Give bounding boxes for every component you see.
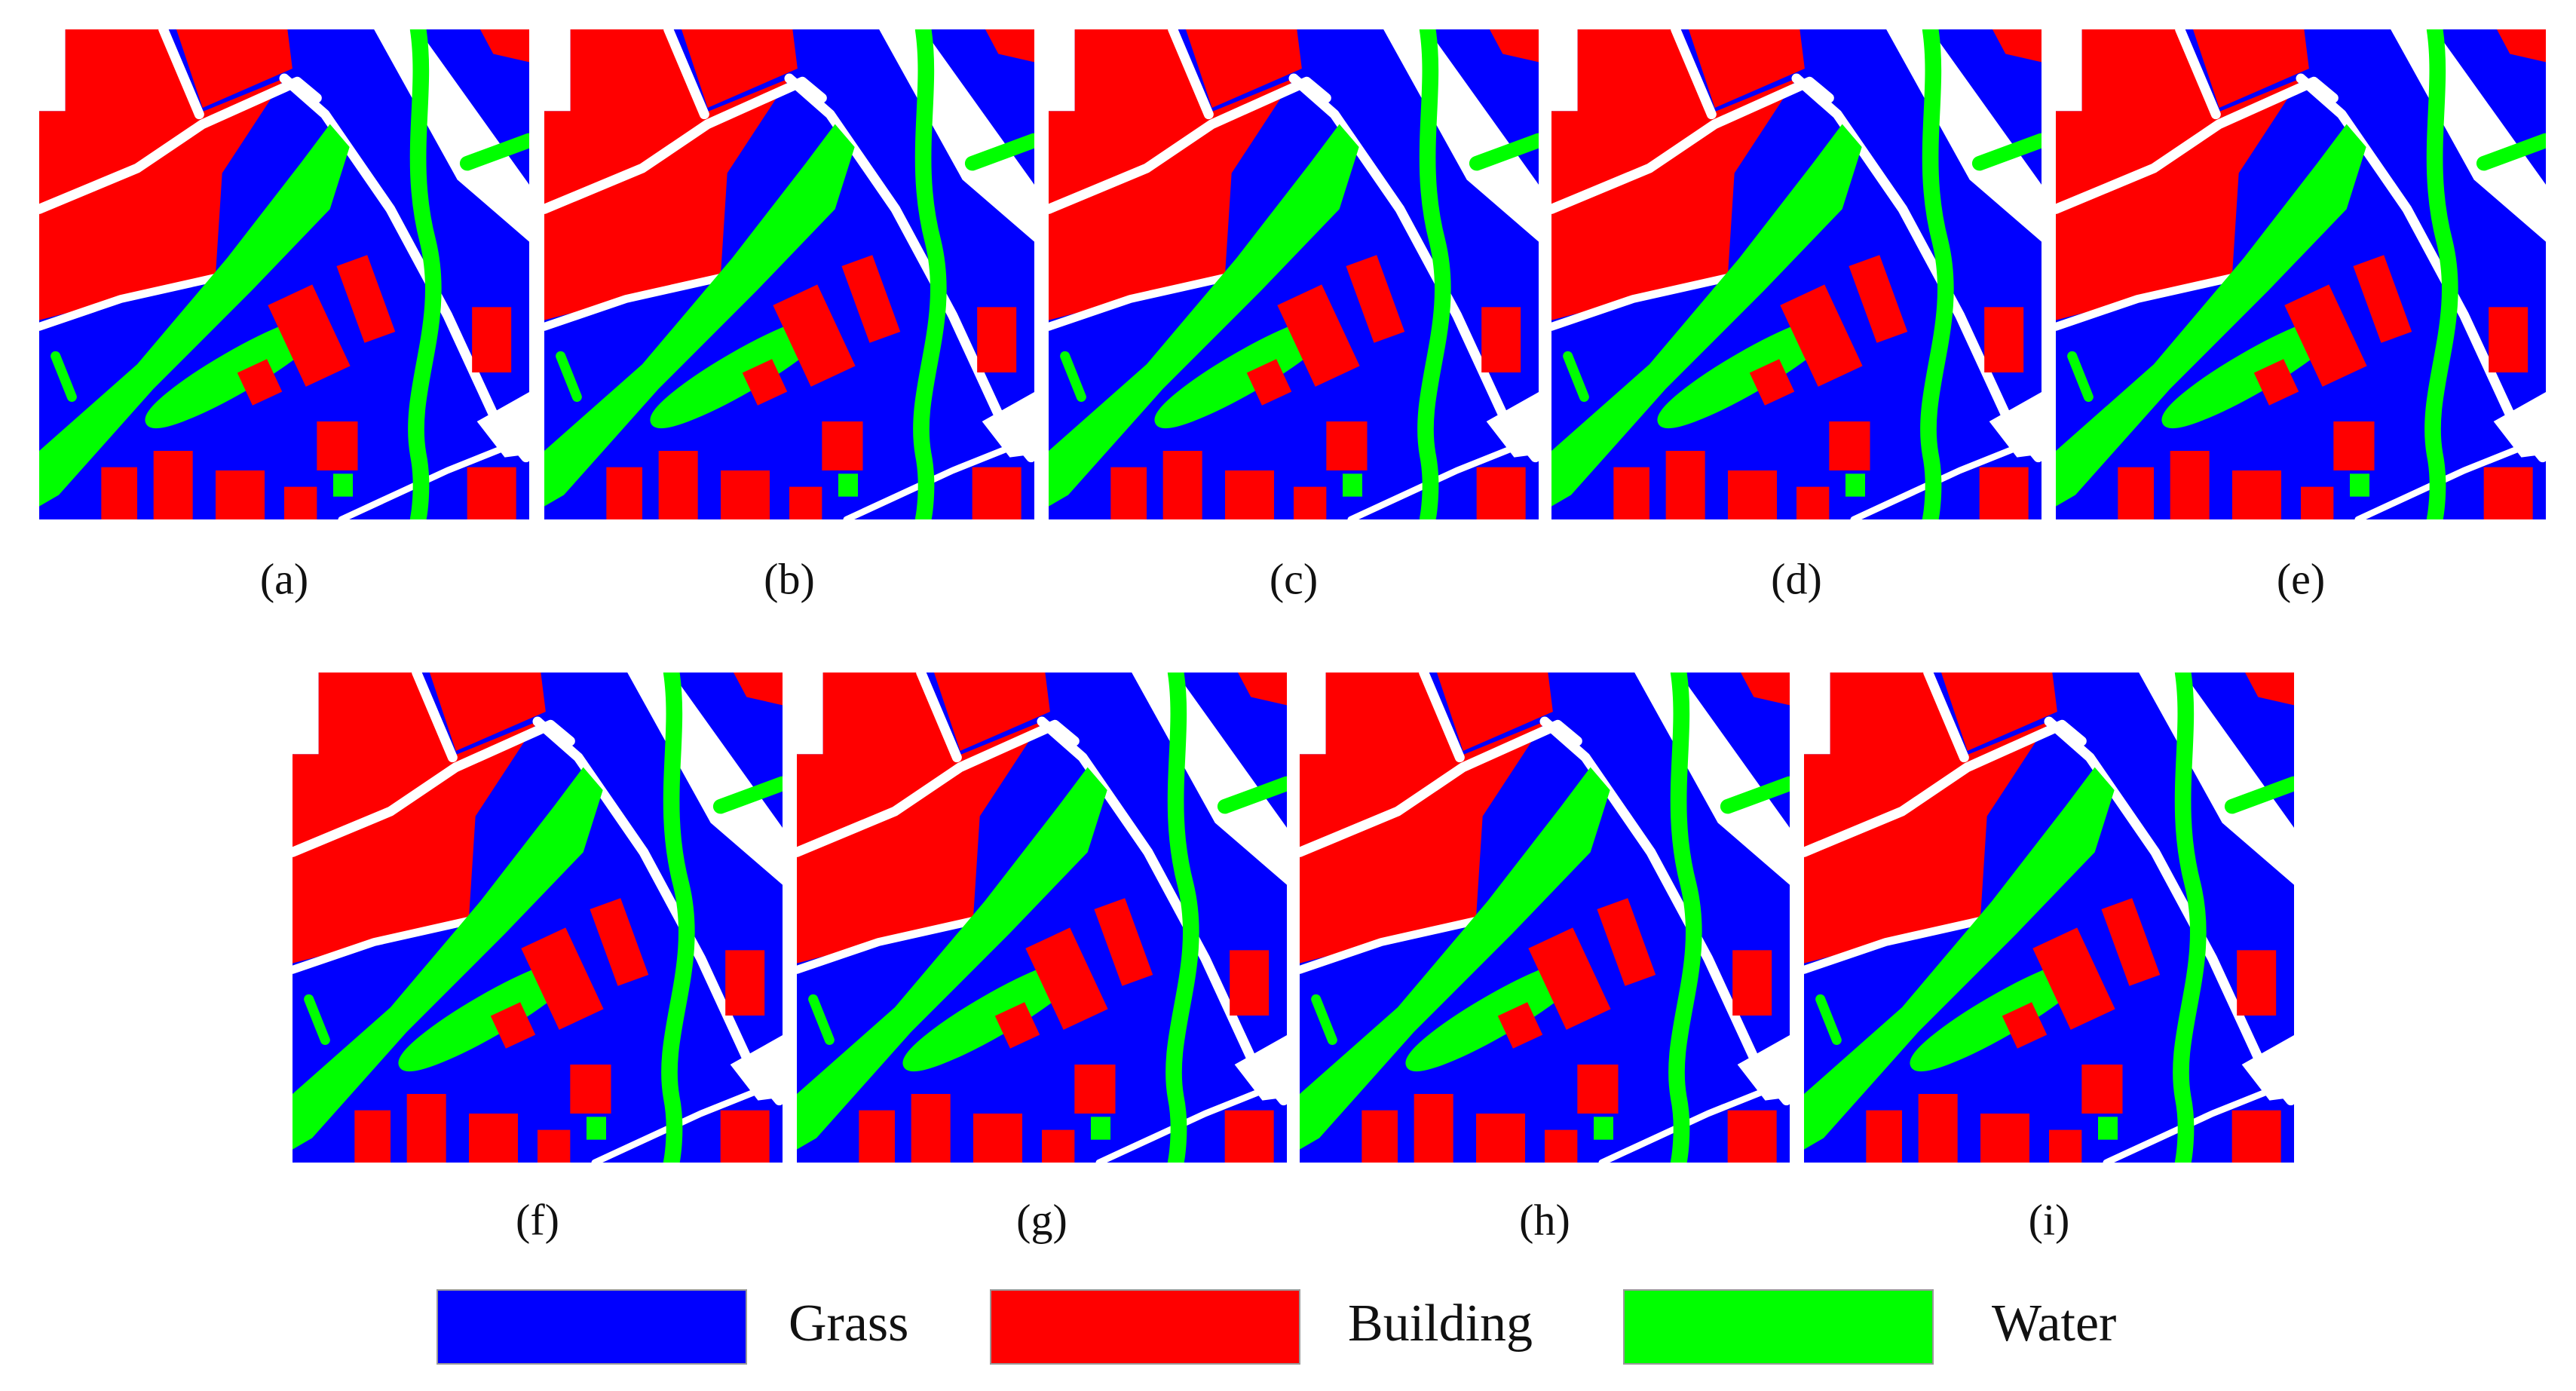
panel-label: (h) bbox=[1519, 1195, 1570, 1244]
legend-label: Grass bbox=[789, 1294, 908, 1353]
legend-swatch bbox=[1623, 1289, 1934, 1365]
panel-label: (a) bbox=[260, 554, 308, 603]
classification-map bbox=[1804, 673, 2294, 1163]
classification-map bbox=[1049, 29, 1539, 519]
classification-map bbox=[293, 673, 783, 1163]
panel-label: (c) bbox=[1270, 554, 1318, 603]
panel-label: (i) bbox=[2029, 1195, 2070, 1244]
panel-label: (e) bbox=[2277, 554, 2325, 603]
classification-map bbox=[797, 673, 1287, 1163]
classification-map bbox=[2056, 29, 2546, 519]
legend-label: Building bbox=[1348, 1294, 1533, 1353]
legend-swatch bbox=[436, 1289, 747, 1365]
classification-map bbox=[39, 29, 529, 519]
legend-swatch bbox=[990, 1289, 1300, 1365]
classification-map bbox=[1300, 673, 1790, 1163]
classification-map bbox=[1551, 29, 2042, 519]
panel-label: (g) bbox=[1016, 1195, 1067, 1244]
panel-label: (d) bbox=[1771, 554, 1822, 603]
legend-label: Water bbox=[1992, 1294, 2116, 1353]
classification-map bbox=[544, 29, 1034, 519]
panel-label: (b) bbox=[764, 554, 815, 603]
panel-label: (f) bbox=[516, 1195, 559, 1244]
